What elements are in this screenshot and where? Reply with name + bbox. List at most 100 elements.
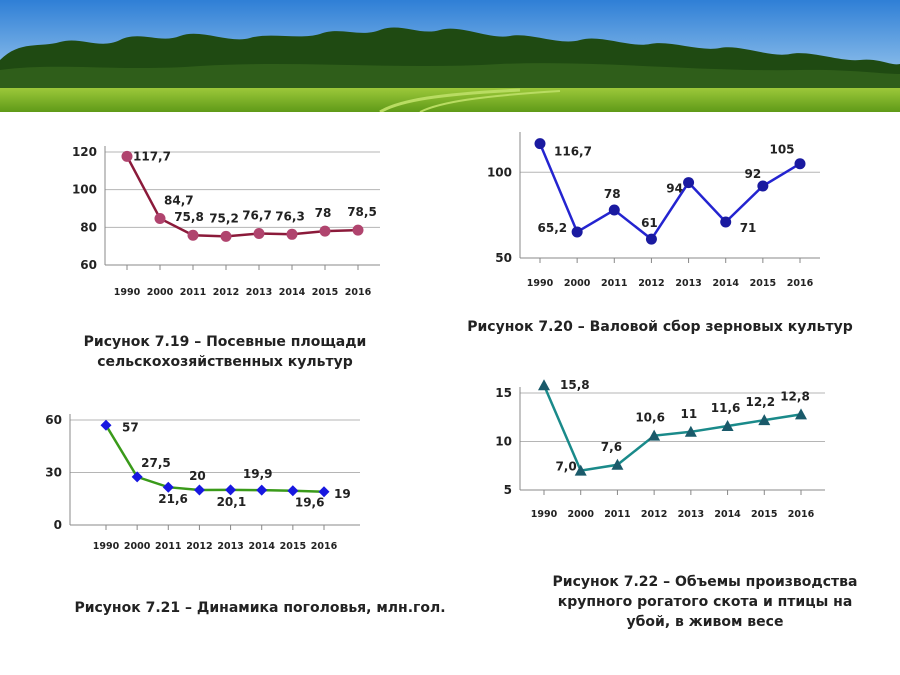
y-tick-label: 100 <box>72 183 97 197</box>
data-point <box>721 419 734 431</box>
data-label: 117,7 <box>133 149 171 163</box>
x-tick-label: 2013 <box>678 509 704 520</box>
x-tick-label: 1990 <box>527 278 554 289</box>
data-point <box>154 212 166 224</box>
y-tick-label: 0 <box>54 518 62 532</box>
y-tick-label: 50 <box>495 251 512 265</box>
data-label: 61 <box>641 216 658 230</box>
caption-line: крупного рогатого скота и птицы на <box>557 594 853 610</box>
x-tick-label: 2012 <box>641 509 667 520</box>
x-tick-label: 2012 <box>186 541 212 552</box>
data-point <box>131 471 143 483</box>
data-point <box>352 224 364 236</box>
y-tick-label: 60 <box>80 258 97 272</box>
caption-line: Рисунок 7.19 – Посевные площади <box>83 334 367 350</box>
series-line <box>538 143 801 241</box>
data-point <box>608 204 620 216</box>
caption-line: Рисунок 7.20 – Валовой сбор зерновых кул… <box>467 319 853 335</box>
x-tick-label: 2014 <box>714 509 741 520</box>
data-point <box>648 429 661 441</box>
x-tick-label: 2015 <box>312 287 338 298</box>
data-point <box>253 228 265 240</box>
x-tick-label: 2011 <box>180 287 206 298</box>
data-label: 19,9 <box>243 467 273 481</box>
data-label: 12,8 <box>780 389 810 403</box>
data-label: 20 <box>189 469 206 483</box>
data-label: 75,2 <box>209 211 239 225</box>
data-label: 76,7 <box>242 209 272 223</box>
x-tick-label: 2013 <box>246 287 272 298</box>
y-tick-label: 30 <box>45 466 62 480</box>
data-point <box>256 484 268 496</box>
data-point <box>758 414 771 426</box>
caption-line: сельскохозяйственных культур <box>97 354 353 370</box>
x-tick-label: 1990 <box>93 541 120 552</box>
caption-figure-7-19: Рисунок 7.19 – Посевные площади сельскох… <box>40 332 410 372</box>
data-point <box>538 379 550 391</box>
data-point <box>720 216 732 228</box>
data-point <box>683 177 695 189</box>
x-tick-label: 2013 <box>217 541 243 552</box>
y-tick-label: 60 <box>45 413 62 427</box>
caption-line: Рисунок 7.21 – Динамика поголовья, млн.г… <box>74 600 446 616</box>
data-label: 75,8 <box>174 210 204 224</box>
data-point <box>162 481 174 493</box>
x-tick-label: 2000 <box>564 278 591 289</box>
data-point <box>121 150 133 162</box>
series-line <box>125 155 359 238</box>
data-point <box>534 138 546 150</box>
data-point <box>319 225 331 237</box>
data-point <box>611 458 624 470</box>
y-tick-label: 80 <box>80 220 97 234</box>
x-tick-label: 2013 <box>675 278 701 289</box>
data-label: 65,2 <box>538 221 568 235</box>
x-tick-label: 2016 <box>345 287 372 298</box>
data-label: 71 <box>740 221 757 235</box>
data-label: 57 <box>122 420 139 434</box>
series-line <box>104 424 325 493</box>
caption-line: Рисунок 7.22 – Объемы производства <box>552 574 858 590</box>
x-tick-label: 1990 <box>114 287 141 298</box>
x-tick-label: 2014 <box>279 287 306 298</box>
x-tick-label: 1990 <box>531 509 558 520</box>
data-point <box>225 484 237 496</box>
data-label: 116,7 <box>554 145 592 159</box>
chart-livestock-dynamics: 0 30 60 1990 2000 2011 2012 2013 2014 2015 2016 57 2… <box>45 413 360 552</box>
x-tick-label: 2015 <box>750 278 776 289</box>
data-label: 94 <box>666 182 683 196</box>
data-label: 11 <box>681 407 698 421</box>
data-label: 78 <box>315 206 332 220</box>
x-tick-label: 2011 <box>155 541 181 552</box>
x-tick-label: 2016 <box>787 278 814 289</box>
x-tick-label: 2016 <box>788 509 815 520</box>
data-point <box>193 484 205 496</box>
data-label: 78 <box>604 187 621 201</box>
x-tick-label: 2012 <box>638 278 664 289</box>
data-label: 20,1 <box>217 495 247 509</box>
y-tick-label: 100 <box>487 165 512 179</box>
data-label: 27,5 <box>141 456 171 470</box>
data-point <box>571 226 583 238</box>
data-label: 10,6 <box>635 411 665 425</box>
x-tick-label: 2000 <box>124 541 151 552</box>
caption-figure-7-22: Рисунок 7.22 – Объемы производства крупн… <box>505 572 900 632</box>
data-label: 11,6 <box>711 401 741 415</box>
data-label: 84,7 <box>164 193 194 207</box>
data-point <box>286 228 298 240</box>
caption-figure-7-21: Рисунок 7.21 – Динамика поголовья, млн.г… <box>20 598 500 618</box>
data-label: 76,3 <box>275 209 305 223</box>
chart-meat-production: 5 10 15 1990 2000 2011 2012 2013 2014 2015 2016 15,… <box>495 378 825 520</box>
chart-sown-area: 60 80 100 120 1990 2000 2011 2012 2013 2014 2015 20… <box>72 145 380 298</box>
data-label: 105 <box>769 143 794 157</box>
x-tick-label: 2011 <box>604 509 630 520</box>
data-label: 12,2 <box>745 395 775 409</box>
y-tick-label: 10 <box>495 435 512 449</box>
y-tick-label: 15 <box>495 386 512 400</box>
data-label: 78,5 <box>347 205 377 219</box>
data-label: 19,6 <box>295 496 325 510</box>
x-tick-label: 2016 <box>311 541 338 552</box>
data-point <box>220 230 232 242</box>
x-tick-label: 2015 <box>280 541 306 552</box>
data-point <box>574 464 587 476</box>
header-banner-image <box>0 0 900 112</box>
